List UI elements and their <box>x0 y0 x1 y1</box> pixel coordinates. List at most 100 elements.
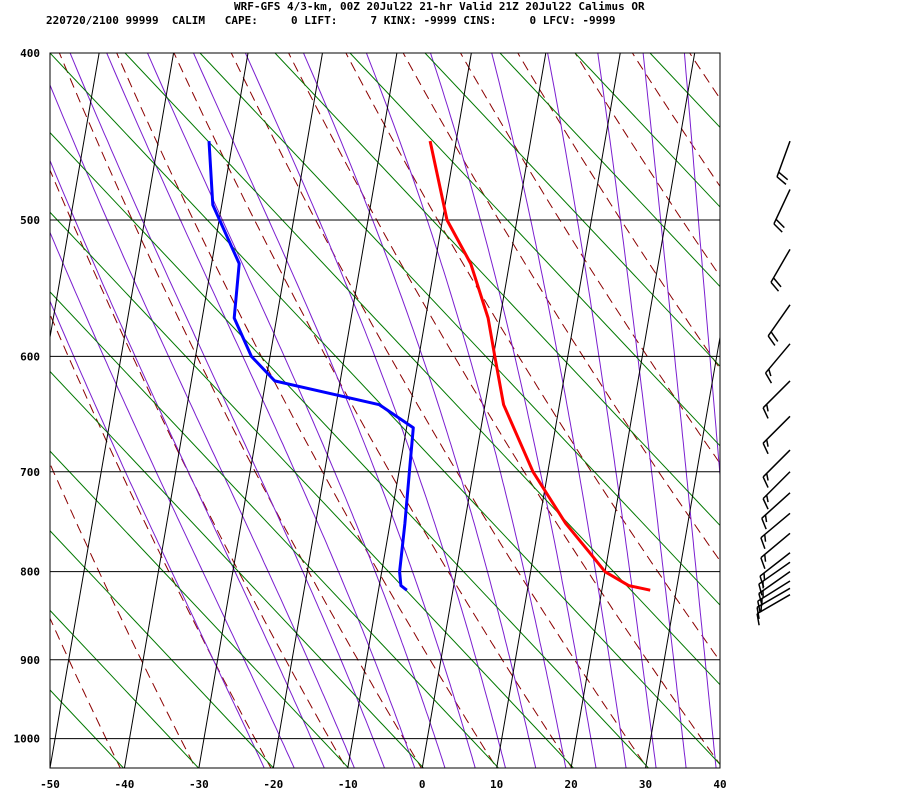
pressure-tick-label: 600 <box>20 350 40 363</box>
wind-barb-staff <box>758 571 791 595</box>
pressure-tick-label: 1000 <box>14 733 41 746</box>
wind-barb-feather <box>761 517 767 530</box>
wind-barb-staff <box>762 380 791 409</box>
mixing-ratio-line <box>50 53 720 766</box>
moist-adiabat <box>683 53 720 482</box>
wind-barb-staff <box>756 594 791 615</box>
dry-adiabat <box>574 53 720 278</box>
moist-adiabat <box>50 83 355 768</box>
wind-barb <box>764 343 791 384</box>
dry-adiabat <box>734 34 900 782</box>
temperature-tick-label: 0 <box>419 778 426 791</box>
thermo-background-lines <box>0 34 900 800</box>
wind-barb <box>760 512 791 550</box>
wind-barb-feather <box>763 534 767 542</box>
temperature-tick-label: -40 <box>115 778 135 791</box>
mixing-ratio-line <box>274 53 720 527</box>
temperature-tick-label: -50 <box>40 778 60 791</box>
dry-adiabat <box>50 462 197 768</box>
mixing-ratio-line <box>349 53 720 447</box>
moist-adiabat <box>302 53 537 768</box>
wind-barb-feather <box>767 335 776 346</box>
wind-barb-staff <box>764 343 791 374</box>
plot-frame <box>49 52 721 769</box>
temperature-tick-label: 40 <box>713 778 726 791</box>
pressure-tick-label: 800 <box>20 566 40 579</box>
wind-barb-staff <box>773 189 791 225</box>
mixing-ratio-line <box>574 53 720 208</box>
dry-adiabat <box>116 53 498 768</box>
chart-grid <box>50 53 720 768</box>
sounding-line <box>428 140 651 592</box>
mixing-ratio-line <box>499 53 720 288</box>
wind-barb-staff <box>776 140 791 178</box>
dry-adiabat <box>345 53 720 662</box>
wind-barb <box>758 561 791 596</box>
wind-barb <box>776 140 791 185</box>
dry-adiabat <box>230 53 648 768</box>
dry-adiabat <box>288 53 720 766</box>
wind-barb <box>760 532 791 569</box>
isotherm-line <box>719 765 720 768</box>
wind-barb-staff <box>757 580 791 602</box>
temperature-tick-labels: -50 -40 -30 -20 -10 0 10 20 30 40 <box>40 778 727 791</box>
moist-adiabat <box>642 53 717 768</box>
dry-adiabat <box>517 53 720 370</box>
isotherm-line <box>570 53 696 768</box>
wind-barb-feather <box>764 514 768 523</box>
dry-adiabat <box>50 617 121 768</box>
wind-barb-feather <box>762 442 769 455</box>
wind-barb-feather <box>768 368 772 377</box>
isotherm-line <box>496 53 621 768</box>
moist-adiabat <box>429 53 597 768</box>
wind-barb-feather <box>762 407 769 419</box>
pressure-tick-labels: 400 500 600 700 800 900 1000 <box>14 47 41 746</box>
temperature-tick-label: 20 <box>564 778 577 791</box>
isotherm-line <box>347 53 472 768</box>
mixing-ratio-line <box>0 53 105 800</box>
isotherm-line <box>50 53 175 768</box>
wind-barb-staff <box>770 248 791 283</box>
chart-header-line1: WRF-GFS 4/3-km, 00Z 20Jul22 21-hr Valid … <box>234 0 645 13</box>
wind-barb-feather <box>776 176 787 185</box>
wind-barb-staff <box>759 552 791 577</box>
mixing-ratio-line <box>424 53 720 367</box>
pressure-tick-label: 700 <box>20 466 40 479</box>
moist-adiabat <box>547 53 657 768</box>
mixing-ratio-line <box>50 689 125 768</box>
wind-barb-feather <box>770 281 780 292</box>
wind-barb-feather <box>756 613 760 626</box>
wind-barb-staff <box>767 304 791 337</box>
wind-barb-feather <box>760 537 766 550</box>
mixing-ratio-line <box>199 53 720 606</box>
wind-barb-staff <box>762 449 791 478</box>
moist-adiabat <box>491 53 627 768</box>
dry-adiabat <box>50 313 272 768</box>
moist-adiabat <box>244 53 507 768</box>
wind-barb-feather <box>765 473 769 481</box>
wind-barbs <box>756 140 791 626</box>
moist-adiabat <box>192 53 476 768</box>
pressure-tick-label: 900 <box>20 654 40 667</box>
wind-barb-feather <box>760 557 766 569</box>
wind-barb-staff <box>756 587 791 608</box>
dry-adiabat <box>791 34 900 782</box>
moist-adiabat <box>50 299 265 768</box>
wind-barb <box>762 449 791 488</box>
wind-barb-feather <box>772 277 782 288</box>
wind-barb-feather <box>762 498 769 510</box>
moist-adiabat <box>365 53 567 768</box>
wind-barb-feather <box>758 583 763 596</box>
temperature-tick-label: 30 <box>639 778 652 791</box>
wind-barb-feather <box>775 218 785 229</box>
isotherm-line <box>645 334 720 768</box>
wind-barb-feather <box>763 554 767 562</box>
wind-barb-feather <box>764 372 773 384</box>
temperature-tick-label: -10 <box>338 778 358 791</box>
pressure-tick-label: 500 <box>20 214 40 227</box>
isotherm-line <box>123 53 249 768</box>
moist-adiabat <box>597 53 687 768</box>
mixing-ratio-line <box>649 53 720 129</box>
moist-adiabat <box>69 53 386 768</box>
